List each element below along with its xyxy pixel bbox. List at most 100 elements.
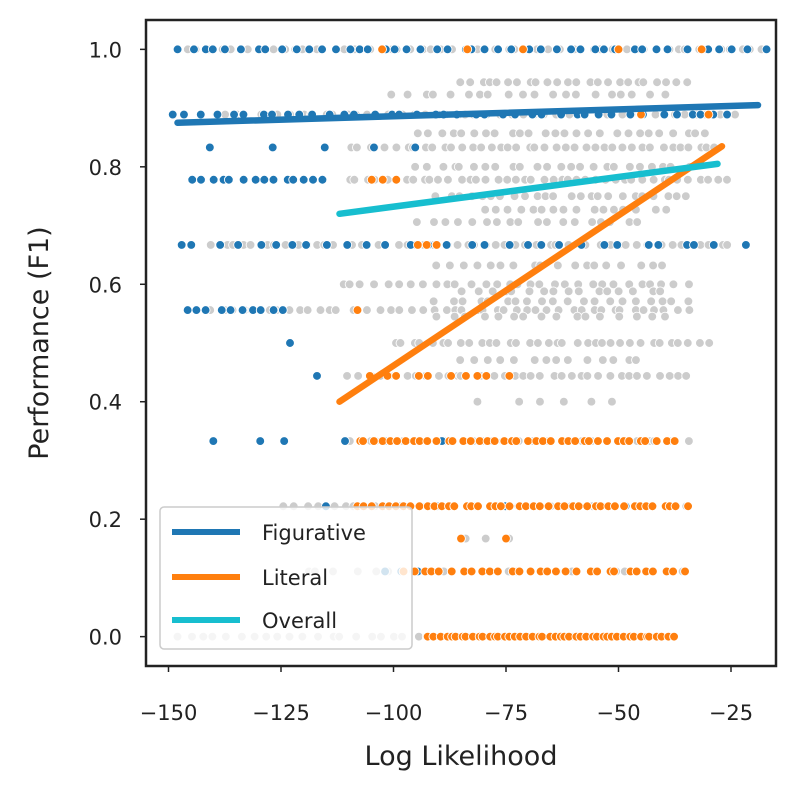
scatter-point (713, 174, 724, 185)
scatter-point (491, 338, 502, 348)
scatter-point (304, 44, 315, 55)
scatter-point (476, 142, 487, 153)
scatter-point (518, 89, 528, 100)
scatter-point (377, 44, 387, 55)
scatter-point (608, 355, 619, 365)
scatter-point (664, 371, 675, 381)
scatter-point (569, 142, 580, 153)
scatter-point (431, 436, 442, 446)
scatter-point (580, 311, 591, 322)
scatter-point (552, 260, 563, 271)
scatter-point (572, 338, 583, 348)
scatter-point (643, 240, 654, 250)
scatter-point (703, 109, 714, 120)
scatter-point (659, 109, 670, 120)
scatter-point (428, 296, 439, 307)
scatter-point (369, 142, 379, 153)
scatter-point (610, 501, 620, 512)
scatter-point (506, 44, 517, 55)
scatter-point (535, 396, 545, 407)
scatter-point (570, 436, 581, 446)
scatter-point (616, 260, 626, 271)
scatter-point (302, 305, 313, 315)
scatter-point (481, 128, 491, 139)
scatter-point (695, 109, 706, 120)
scatter-point (536, 311, 547, 322)
scatter-point (666, 296, 677, 307)
scatter-point (418, 279, 428, 290)
scatter-point (682, 44, 693, 55)
scatter-point (636, 260, 647, 271)
scatter-point (421, 240, 432, 250)
scatter-point (668, 128, 678, 139)
scatter-point (182, 305, 193, 315)
scatter-point (722, 174, 732, 185)
scatter-point (469, 128, 480, 139)
scatter-point (255, 305, 266, 315)
scatter-point (631, 566, 642, 577)
scatter-point (642, 371, 652, 381)
scatter-point (635, 338, 646, 348)
scatter-point (662, 44, 673, 55)
scatter-point (556, 161, 567, 172)
scatter-point (742, 44, 753, 55)
scatter-point (680, 191, 691, 202)
scatter-point (594, 128, 605, 139)
scatter-point (256, 240, 267, 250)
scatter-point (631, 296, 641, 307)
x-tick-label: −75 (484, 701, 528, 725)
scatter-point (638, 305, 649, 315)
scatter-point (669, 631, 679, 642)
scatter-point (637, 44, 648, 55)
x-axis-ticks: −150 −125 −100 −75 −50 −25 (140, 666, 753, 725)
scatter-point (250, 174, 261, 185)
scatter-point (424, 174, 435, 185)
scatter-point (592, 566, 602, 577)
scatter-point (682, 174, 693, 185)
scatter-point (714, 44, 725, 55)
scatter-point (589, 296, 600, 307)
scatter-point (708, 240, 719, 250)
scatter-point (260, 44, 271, 55)
scatter-point (342, 371, 352, 381)
scatter-point (635, 161, 645, 172)
scatter-point (456, 533, 466, 544)
scatter-point (671, 191, 682, 202)
scatter-point (540, 128, 551, 139)
scatter-point (207, 44, 218, 55)
scatter-point (453, 217, 463, 227)
scatter-point (668, 566, 678, 577)
legend-label-literal: Literal (262, 566, 328, 590)
scatter-point (587, 217, 597, 227)
scatter-point (315, 305, 326, 315)
scatter-point (208, 436, 219, 446)
scatter-point (501, 533, 511, 544)
scatter-point (582, 501, 593, 512)
x-tick-label: −125 (252, 701, 310, 725)
scatter-point (216, 305, 227, 315)
scatter-point (431, 260, 442, 271)
scatter-point (358, 436, 368, 446)
scatter-point (481, 371, 492, 381)
scatter-point (267, 142, 278, 153)
scatter-point (268, 305, 279, 315)
scatter-point (619, 501, 629, 512)
scatter-point (238, 174, 249, 185)
legend-label-overall: Overall (262, 609, 337, 633)
scatter-point (595, 311, 605, 322)
scatter-point (589, 260, 600, 271)
scatter-point (402, 89, 413, 100)
trend-line-literal (336, 143, 726, 405)
scatter-point (545, 436, 556, 446)
scatter-point (446, 566, 457, 577)
scatter-point (445, 260, 455, 271)
legend-label-figurative: Figurative (262, 521, 366, 545)
scatter-point (434, 371, 444, 381)
scatter-point (410, 142, 421, 153)
scatter-point (542, 77, 553, 88)
scatter-point (542, 161, 552, 172)
scatter-point (603, 191, 614, 202)
scatter-point (655, 286, 665, 297)
scatter-point (548, 286, 559, 297)
scatter-point (684, 279, 694, 290)
